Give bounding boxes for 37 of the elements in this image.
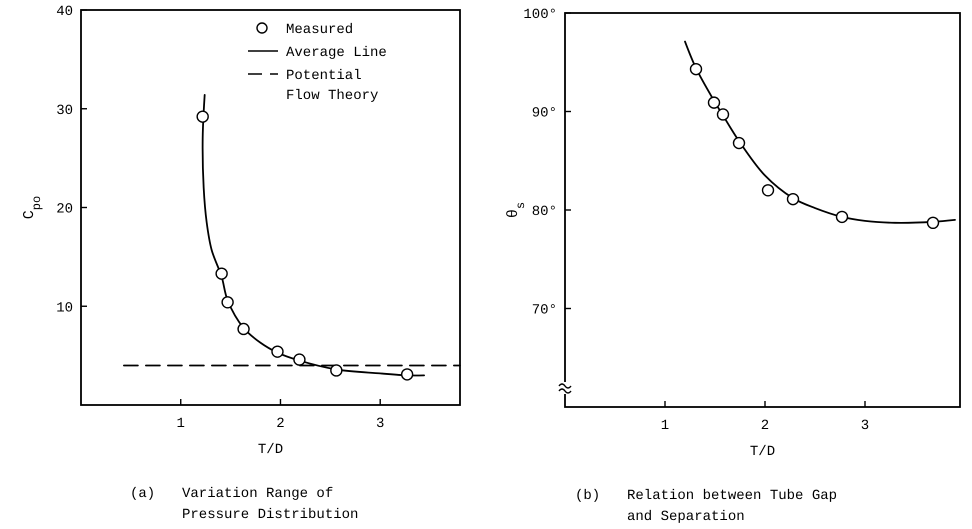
- x-axis-title: T/D: [258, 442, 284, 458]
- y-tick-label: 30: [56, 102, 73, 119]
- x-tick-label: 1: [660, 418, 670, 434]
- y-tick-label: 10: [56, 300, 73, 316]
- point: [271, 345, 284, 358]
- x-tick-label: 1: [176, 416, 185, 432]
- x-axis-title: T/D: [750, 444, 776, 460]
- y-tick-label: 20: [56, 202, 73, 218]
- x-tick-label: 3: [860, 418, 870, 434]
- point: [400, 368, 414, 381]
- point: [690, 62, 702, 76]
- y-tick-label: 90°: [532, 106, 557, 122]
- y-tick-label: 40: [56, 4, 73, 20]
- point: [237, 322, 250, 336]
- legend-label: Measured: [286, 22, 354, 38]
- point: [221, 296, 234, 308]
- chart-title: (a) Variation Range of Pressure Distribution: [130, 486, 358, 523]
- point: [836, 210, 848, 224]
- x-tick-label: 2: [760, 418, 770, 434]
- y-tick-label: 80°: [532, 204, 557, 220]
- y-tick-label: 100°: [523, 7, 557, 23]
- y-tick-label: 70°: [532, 302, 557, 318]
- legend-label: Average Line: [286, 45, 387, 61]
- x-tick-label: 2: [276, 416, 285, 432]
- point: [732, 136, 746, 150]
- point: [786, 192, 800, 206]
- point: [196, 110, 209, 123]
- point: [330, 364, 343, 377]
- point: [926, 216, 940, 230]
- point: [762, 184, 774, 196]
- x-tick-label: 3: [376, 416, 384, 432]
- point: [215, 267, 228, 280]
- point: [708, 96, 720, 109]
- legend-label: Potential Flow Theory: [286, 68, 378, 104]
- point: [716, 108, 730, 121]
- chart-title: (b) Relation between Tube Gap and Separation: [575, 488, 838, 525]
- point: [293, 353, 306, 366]
